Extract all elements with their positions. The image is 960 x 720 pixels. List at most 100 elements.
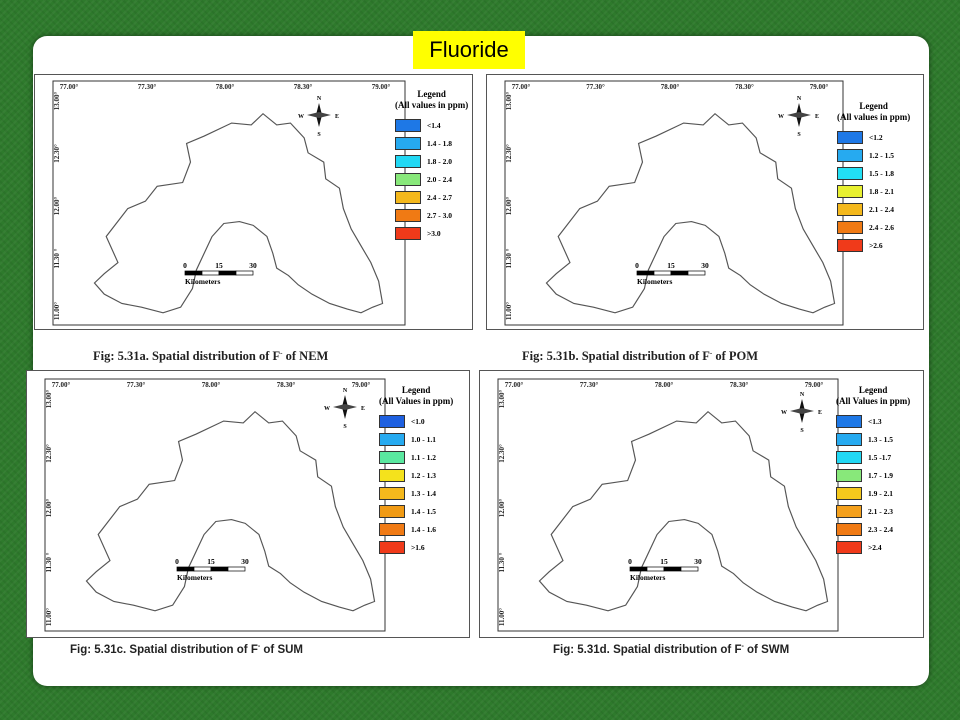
legend-swatch <box>379 541 405 555</box>
lon-tick-label: 77.30° <box>580 381 599 389</box>
legend-item: 1.2 - 1.3 <box>379 467 453 485</box>
lon-tick-label: 77.00° <box>505 381 524 389</box>
legend-label: <1.3 <box>868 417 882 427</box>
legend-swatch <box>836 523 862 537</box>
map-panel-nem: 77.00° 77.30° 78.00° 78.30° 79.00° 13.00° 12.3… <box>34 74 473 330</box>
legend-swatch <box>836 433 862 447</box>
legend: Legend (All Values in ppm) <1.0 1.0 - 1.1 1.… <box>379 385 453 557</box>
lat-tick-label: 11.00° <box>498 608 506 626</box>
lat-tick-label: 12.00° <box>505 197 513 216</box>
lon-tick-label: 79.00° <box>372 83 391 91</box>
legend-item: 2.0 - 2.4 <box>395 171 468 189</box>
legend-swatch <box>395 119 421 133</box>
lat-tick-label: 11.30 ° <box>45 552 53 572</box>
legend-title: Legend <box>858 385 888 395</box>
legend-swatch <box>837 203 863 217</box>
svg-text:0: 0 <box>183 261 187 270</box>
north-arrow-icon: N S W E <box>324 388 365 430</box>
svg-text:N: N <box>800 392 805 398</box>
lon-tick-label: 78.30° <box>294 83 313 91</box>
lat-tick-label: 13.00° <box>498 390 506 409</box>
legend-item: <1.3 <box>836 413 910 431</box>
svg-text:30: 30 <box>241 557 249 566</box>
legend-label: 1.3 - 1.4 <box>411 489 436 499</box>
lon-tick-label: 78.00° <box>655 381 674 389</box>
legend-label: >2.4 <box>868 543 882 553</box>
svg-text:15: 15 <box>207 557 215 566</box>
legend-item: 1.8 - 2.0 <box>395 153 468 171</box>
legend-label: 2.0 - 2.4 <box>427 175 452 185</box>
legend-swatch <box>379 523 405 537</box>
lon-tick-label: 79.00° <box>805 381 824 389</box>
north-arrow-icon: N S W E <box>298 96 339 138</box>
legend-label: >3.0 <box>427 229 441 239</box>
legend-label: 1.5 - 1.8 <box>869 169 894 179</box>
lon-tick-label: 77.30° <box>138 83 157 91</box>
legend-subtitle: (All values in ppm) <box>395 99 469 110</box>
legend-swatch <box>837 131 863 145</box>
svg-text:30: 30 <box>701 261 709 270</box>
legend-swatch <box>395 155 421 169</box>
legend-swatch <box>379 469 405 483</box>
study-area-outline <box>93 112 384 314</box>
legend-swatch <box>837 149 863 163</box>
svg-text:N: N <box>797 96 802 102</box>
legend-item: 1.8 - 2.1 <box>837 183 910 201</box>
legend-label: >2.6 <box>869 241 883 251</box>
north-arrow-icon: N S W E <box>781 392 822 434</box>
lon-tick-label: 77.00° <box>512 83 531 91</box>
lon-tick-label: 78.00° <box>661 83 680 91</box>
svg-text:30: 30 <box>694 557 702 566</box>
caption-swm: Fig: 5.31d. Spatial distribution of F- o… <box>553 643 790 656</box>
legend-item: >1.6 <box>379 539 453 557</box>
legend-label: 1.4 - 1.8 <box>427 139 452 149</box>
map-a: 77.00° 77.30° 78.00° 78.30° 79.00° 13.00° 12.3… <box>52 80 406 326</box>
svg-text:W: W <box>298 114 304 120</box>
map-panel-pom: 77.00° 77.30° 78.00° 78.30° 79.00° 13.00° 12.3… <box>486 74 924 330</box>
legend-item: <1.2 <box>837 129 910 147</box>
legend-item: 2.4 - 2.6 <box>837 219 910 237</box>
legend-swatch <box>837 185 863 199</box>
study-area-outline <box>538 410 829 612</box>
legend-swatch <box>395 137 421 151</box>
legend-swatch <box>395 173 421 187</box>
svg-text:E: E <box>361 406 365 412</box>
legend-item: <1.4 <box>395 117 468 135</box>
legend-subtitle: (All Values in ppm) <box>379 395 454 406</box>
legend-label: 1.9 - 2.1 <box>868 489 893 499</box>
map-c: 77.00° 77.30° 78.00° 78.30° 79.00° 13.00° 12.3… <box>44 378 386 632</box>
map-panel-swm: 77.00° 77.30° 78.00° 78.30° 79.00° 13.00° 12.3… <box>479 370 924 638</box>
legend-item: 1.4 - 1.6 <box>379 521 453 539</box>
legend-label: 1.2 - 1.5 <box>869 151 894 161</box>
svg-text:0: 0 <box>628 557 632 566</box>
caption-nem: Fig: 5.31a. Spatial distribution of F- o… <box>93 349 329 364</box>
legend-label: 1.3 - 1.5 <box>868 435 893 445</box>
svg-text:Kilometers: Kilometers <box>177 573 212 582</box>
legend-label: <1.0 <box>411 417 425 427</box>
lon-tick-label: 79.00° <box>352 381 371 389</box>
legend: Legend (All values in ppm) <1.2 1.2 - 1.5 1.… <box>837 101 910 255</box>
caption-sum: Fig: 5.31c. Spatial distribution of F- o… <box>70 643 304 656</box>
legend-swatch <box>379 505 405 519</box>
map-b: 77.00° 77.30° 78.00° 78.30° 79.00° 13.00° 12.3… <box>504 80 844 326</box>
legend-label: 2.3 - 2.4 <box>868 525 893 535</box>
lon-tick-label: 78.30° <box>735 83 754 91</box>
legend-subtitle: (All Values in ppm) <box>836 395 911 406</box>
legend-swatch <box>836 505 862 519</box>
lat-tick-label: 12.30° <box>45 444 53 463</box>
legend-swatch <box>837 239 863 253</box>
svg-text:15: 15 <box>215 261 223 270</box>
legend-item: 1.0 - 1.1 <box>379 431 453 449</box>
legend-swatch <box>836 487 862 501</box>
legend-item: <1.0 <box>379 413 453 431</box>
legend-subtitle: (All values in ppm) <box>837 111 911 122</box>
legend-title: Legend <box>401 385 431 395</box>
svg-text:E: E <box>815 114 819 120</box>
legend-item: 1.5 - 1.8 <box>837 165 910 183</box>
lat-tick-label: 11.00° <box>505 302 513 320</box>
legend-label: <1.4 <box>427 121 441 131</box>
svg-text:W: W <box>781 410 787 416</box>
slide-title: Fluoride <box>413 31 525 69</box>
lon-tick-label: 78.30° <box>730 381 749 389</box>
lat-tick-label: 11.30 ° <box>53 248 61 268</box>
